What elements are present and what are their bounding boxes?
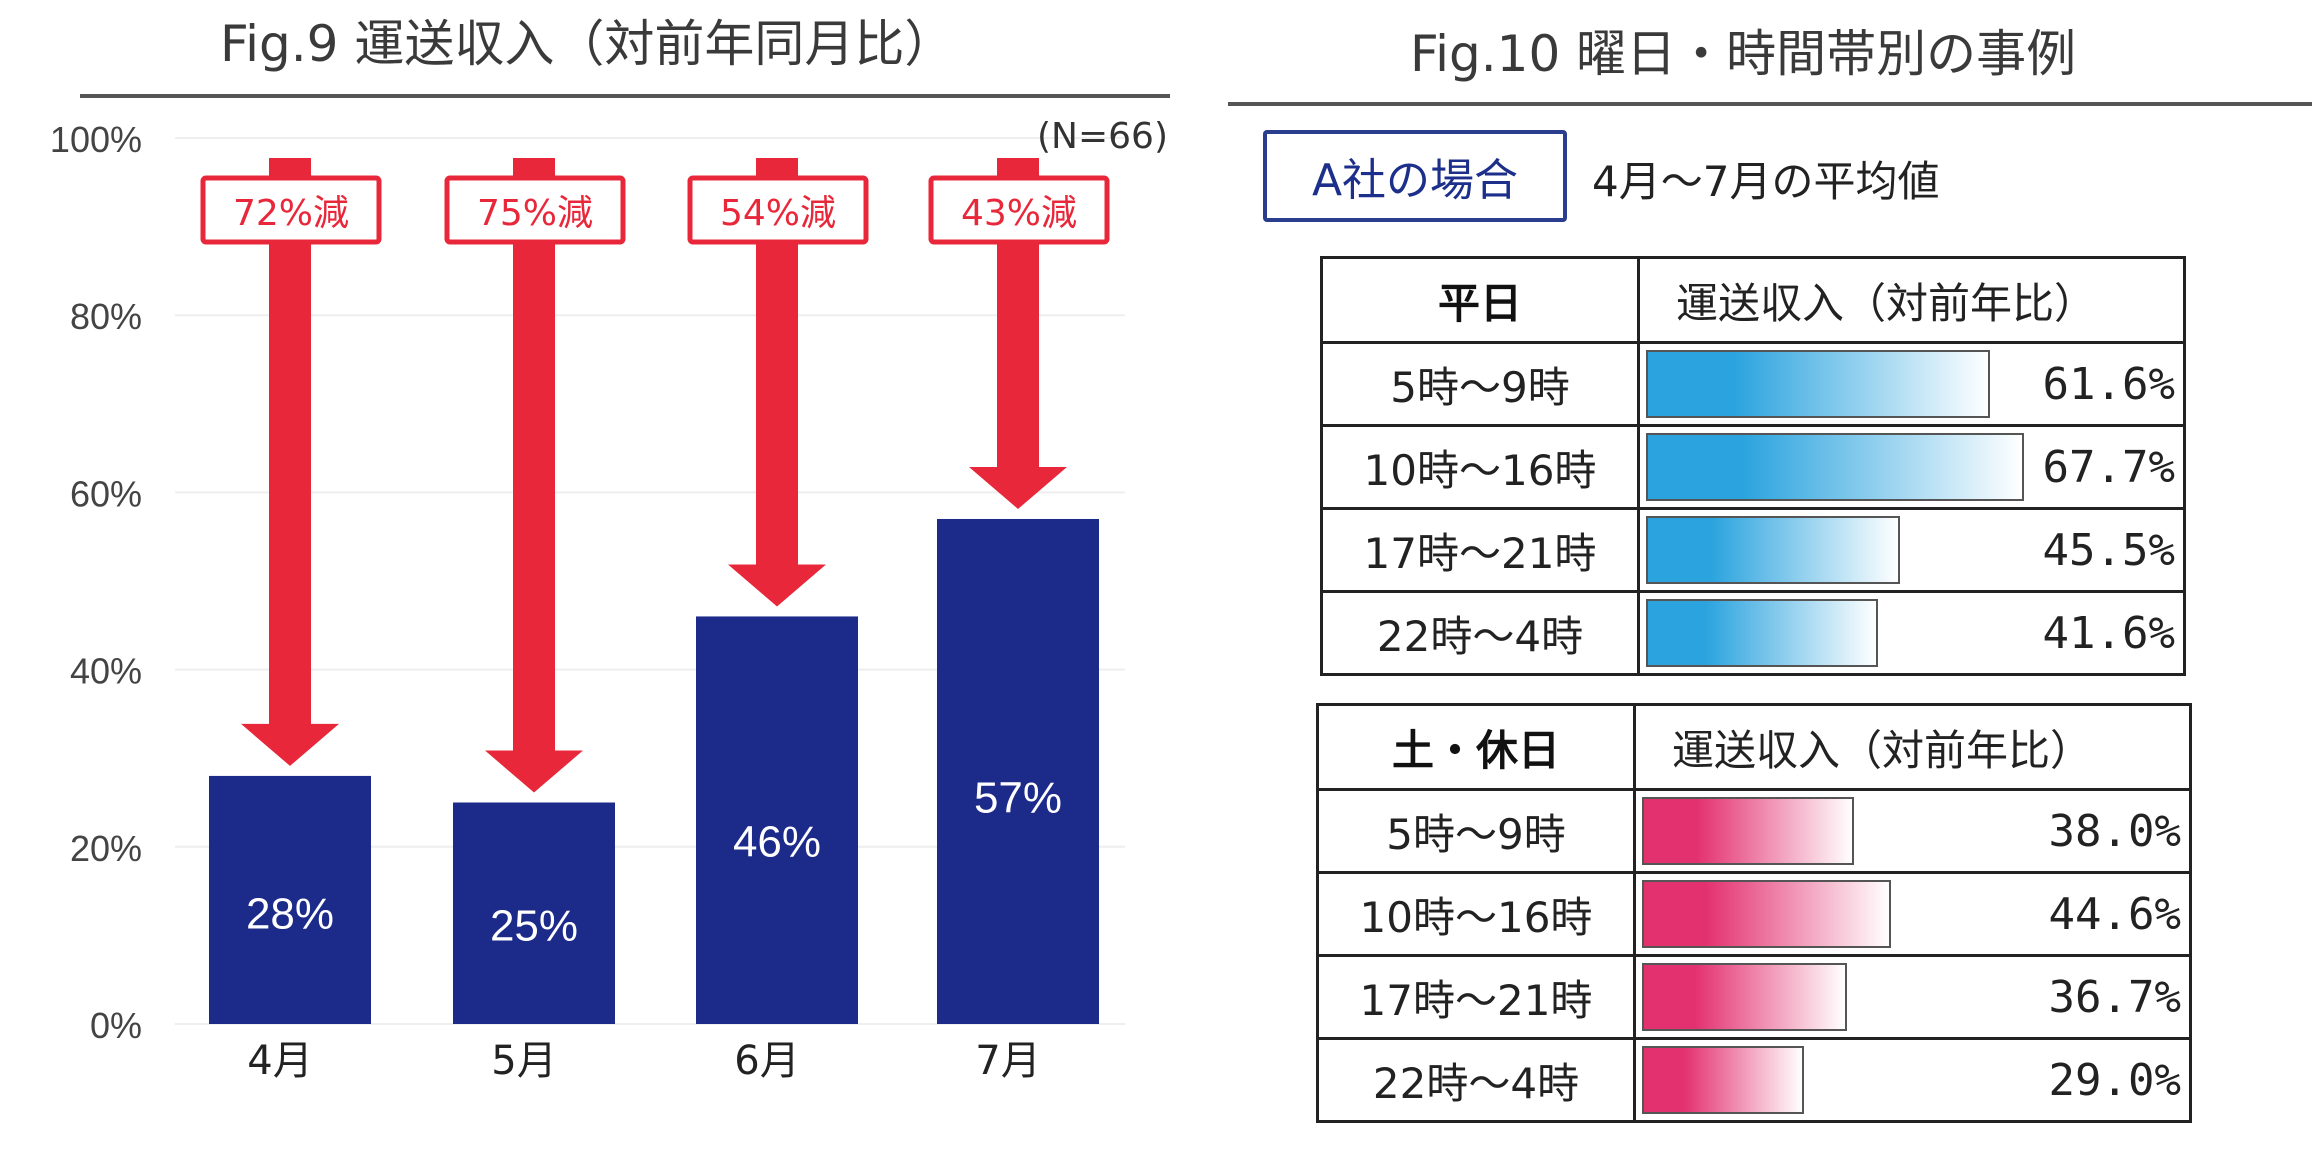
revenue-ratio-cell: 36.7%	[1633, 954, 2192, 1040]
decrease-badge	[444, 175, 626, 245]
decrease-badge	[200, 175, 382, 245]
time-band-row: 10時～16時 44.6%	[1316, 871, 2192, 957]
decrease-arrow	[485, 158, 583, 793]
revenue-ratio-value: 44.6%	[2048, 888, 2181, 940]
x-category-label: 5月	[491, 1038, 556, 1084]
holiday-table-header: 土・休日 運送収入（対前年比）	[1316, 703, 2192, 791]
decrease-badge	[687, 175, 869, 245]
revenue-ratio-bar	[1642, 963, 1847, 1031]
decrease-arrow	[969, 158, 1067, 509]
time-band-row: 5時～9時 61.6%	[1320, 341, 2186, 427]
revenue-ratio-cell: 41.6%	[1637, 590, 2186, 676]
time-band-row: 17時～21時 36.7%	[1316, 954, 2192, 1040]
revenue-ratio-bar	[1642, 1046, 1804, 1114]
time-band-row: 17時～21時 45.5%	[1320, 507, 2186, 593]
y-tick-label: 20%	[70, 828, 142, 869]
decrease-label: 75%減	[477, 193, 593, 234]
fig9-title-rule	[80, 94, 1170, 98]
revenue-ratio-bar	[1646, 599, 1879, 667]
time-band-label: 5時～9時	[1320, 341, 1640, 427]
weekday-table: 平日 運送収入（対前年比） 5時～9時 61.6% 10時～16時 67.7% 17時～…	[1320, 256, 2186, 676]
revenue-ratio-cell: 45.5%	[1637, 507, 2186, 593]
time-band-row: 10時～16時 67.7%	[1320, 424, 2186, 510]
fig10-title: Fig.10 曜日・時間帯別の事例	[1410, 25, 2077, 83]
decrease-label: 54%減	[720, 193, 836, 234]
bar-value-label: 28%	[246, 889, 334, 938]
revenue-ratio-cell: 44.6%	[1633, 871, 2192, 957]
x-category-label: 4月	[247, 1038, 312, 1084]
revenue-ratio-cell: 67.7%	[1637, 424, 2186, 510]
bar-value-label: 46%	[733, 818, 821, 867]
bar	[696, 616, 858, 1024]
weekday-header-label: 平日	[1320, 256, 1640, 344]
revenue-ratio-bar	[1646, 433, 2024, 501]
company-badge: A社の場合	[1263, 130, 1567, 222]
average-period-note: 4月～7月の平均値	[1592, 157, 1940, 206]
fig9-title: Fig.9 運送収入（対前年同月比）	[220, 15, 955, 73]
decrease-label: 43%減	[961, 193, 1077, 234]
revenue-ratio-cell: 29.0%	[1633, 1037, 2192, 1123]
revenue-ratio-value: 41.6%	[2042, 607, 2175, 659]
time-band-row: 22時～4時 41.6%	[1320, 590, 2186, 676]
bar-value-label: 25%	[490, 901, 578, 950]
revenue-ratio-bar	[1646, 516, 1901, 584]
holiday-table: 土・休日 運送収入（対前年比） 5時～9時 38.0% 10時～16時 44.6% 17…	[1316, 703, 2192, 1123]
x-category-label: 6月	[734, 1038, 799, 1084]
time-band-row: 22時～4時 29.0%	[1316, 1037, 2192, 1123]
revenue-ratio-value: 29.0%	[2048, 1054, 2181, 1106]
decrease-label: 72%減	[233, 193, 349, 234]
weekday-value-header: 運送収入（対前年比）	[1637, 256, 2186, 344]
holiday-header-label: 土・休日	[1316, 703, 1636, 791]
revenue-ratio-cell: 38.0%	[1633, 788, 2192, 874]
decrease-arrow	[728, 158, 826, 607]
revenue-ratio-value: 61.6%	[2042, 358, 2175, 410]
x-category-label: 7月	[975, 1038, 1040, 1084]
revenue-ratio-bar	[1642, 797, 1855, 865]
bar	[209, 775, 371, 1024]
sample-size-note: (N=66)	[1037, 116, 1168, 157]
revenue-ratio-cell: 61.6%	[1637, 341, 2186, 427]
y-tick-label: 60%	[70, 473, 142, 514]
revenue-ratio-value: 36.7%	[2048, 971, 2181, 1023]
y-tick-label: 0%	[90, 1005, 142, 1046]
y-tick-label: 100%	[50, 119, 142, 160]
bar	[453, 802, 615, 1024]
bar	[937, 518, 1099, 1024]
decrease-badge	[928, 175, 1110, 245]
fig9-chart: 0% 20% 40% 60% 80% 100% (N=66) 28% 4月 72%減 25% 5月 75…	[50, 116, 1168, 1084]
revenue-ratio-value: 38.0%	[2048, 805, 2181, 857]
bar-value-label: 57%	[974, 774, 1062, 823]
time-band-label: 10時～16時	[1320, 424, 1640, 510]
time-band-label: 10時～16時	[1316, 871, 1636, 957]
time-band-label: 17時～21時	[1320, 507, 1640, 593]
fig10-title-rule	[1228, 102, 2312, 106]
time-band-row: 5時～9時 38.0%	[1316, 788, 2192, 874]
revenue-ratio-value: 67.7%	[2042, 441, 2175, 493]
revenue-ratio-value: 45.5%	[2042, 524, 2175, 576]
weekday-table-header: 平日 運送収入（対前年比）	[1320, 256, 2186, 344]
y-tick-label: 80%	[70, 296, 142, 337]
time-band-label: 22時～4時	[1320, 590, 1640, 676]
revenue-ratio-bar	[1642, 880, 1892, 948]
time-band-label: 5時～9時	[1316, 788, 1636, 874]
revenue-ratio-bar	[1646, 350, 1990, 418]
time-band-label: 17時～21時	[1316, 954, 1636, 1040]
time-band-label: 22時～4時	[1316, 1037, 1636, 1123]
holiday-value-header: 運送収入（対前年比）	[1633, 703, 2192, 791]
decrease-arrow	[241, 158, 339, 766]
y-tick-label: 40%	[70, 651, 142, 692]
